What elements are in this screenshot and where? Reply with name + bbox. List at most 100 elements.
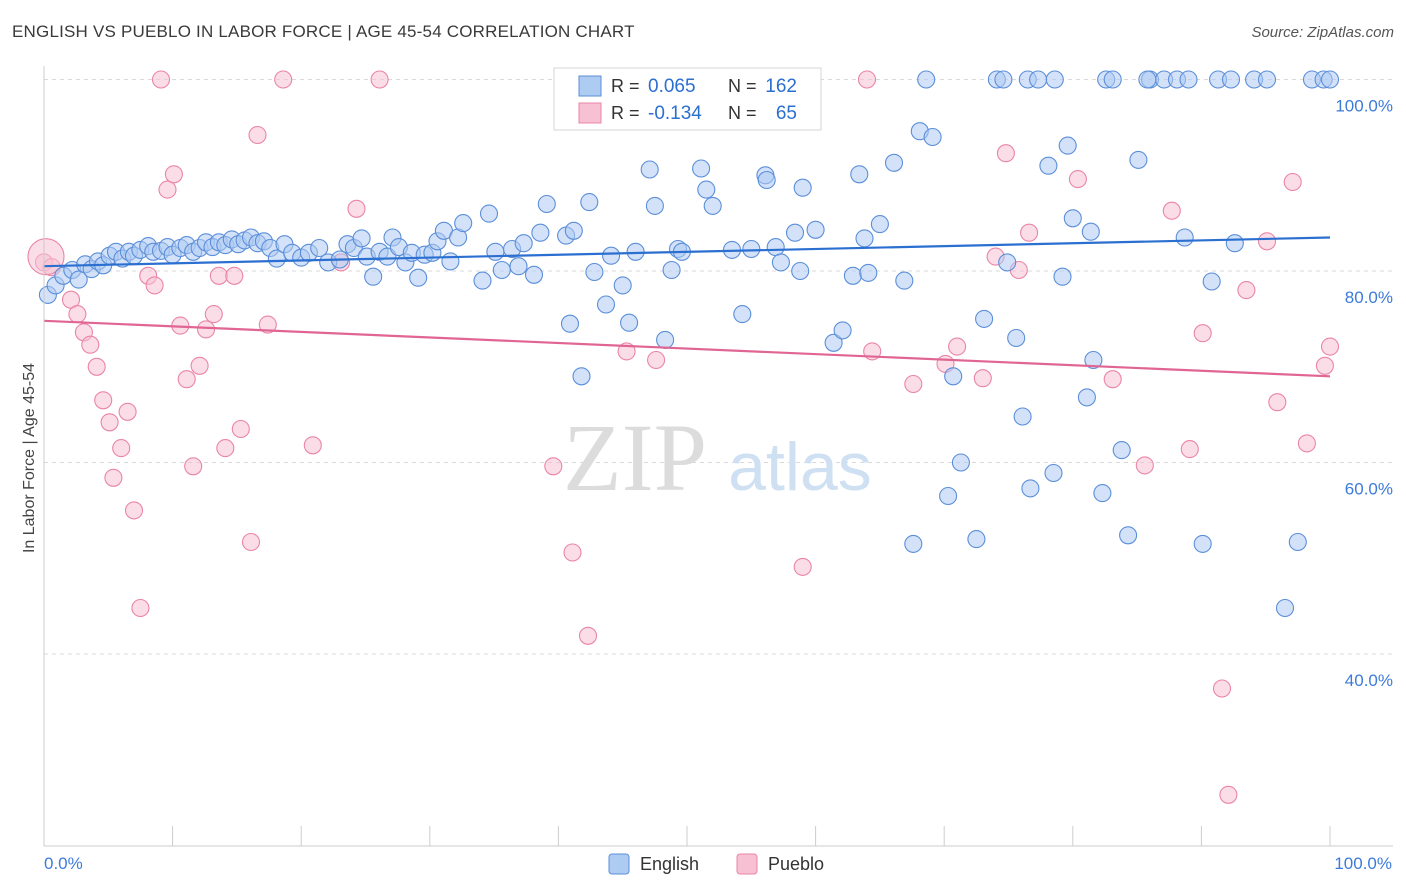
english-point [531,223,550,242]
pueblo-point [190,356,209,375]
english-point [1007,328,1026,348]
english-point [656,330,675,349]
english-point [742,239,761,259]
pueblo-point [578,626,598,645]
english-point [833,321,852,340]
english-point [697,180,716,199]
english-point [1053,267,1072,286]
english-point [1103,70,1122,89]
english-point [1077,388,1096,407]
pueblo-point [303,436,322,455]
english-point [492,260,511,280]
english-point [454,214,473,233]
watermark-zip: ZIP [563,404,707,511]
english-trend-line [43,236,1331,268]
x-tick-label-left: 0.0% [44,854,83,873]
watermark-atlas: atlas [728,429,872,505]
pueblo-point [857,70,877,89]
legend-english-label: English [640,854,699,874]
english-point [1257,70,1277,89]
english-point [785,223,805,242]
english-point [1138,70,1157,89]
pueblo-point [164,165,183,184]
english-point [951,453,970,472]
pueblo-point [274,70,293,89]
english-point [1193,534,1212,553]
english-point [572,367,591,386]
pueblo-point [124,501,144,520]
english-point [585,262,604,282]
english-point [1044,463,1063,483]
pueblo-point [1212,679,1232,698]
english-point [733,305,752,324]
pueblo-point [209,266,228,285]
english-point [409,268,428,287]
y-tick-label: 60.0% [1345,480,1393,499]
pueblo-point [145,276,164,295]
pueblo-point [1283,172,1302,192]
english-point [1129,150,1148,169]
english-point [1063,209,1082,228]
english-point [994,70,1013,89]
english-point [1175,228,1194,247]
english-point [1093,484,1112,503]
pueblo-point [1257,232,1277,251]
english-point [602,246,621,265]
english-point [640,160,659,179]
english-point [1288,532,1307,552]
english-point [537,194,556,214]
english-point [473,271,492,290]
y-axis-label: In Labor Force | Age 45-54 [21,363,38,553]
pueblo-point [1162,201,1181,220]
english-point [870,215,889,234]
pueblo-point [904,374,923,394]
watermark: ZIP atlas [563,404,872,511]
english-r-value: 0.065 [648,76,696,97]
pueblo-point [100,413,119,432]
english-point [580,193,599,212]
pueblo-point [118,402,137,421]
english-point [479,204,499,223]
pueblo-point [104,468,123,487]
english-point [692,159,711,178]
pueblo-trend-line [43,319,1331,378]
english-point [560,314,580,333]
pueblo-point [347,199,366,218]
pueblo-point [948,337,967,356]
english-point [917,70,936,89]
pueblo-point [1103,370,1122,389]
chart-source: Source: ZipAtlas.com [1251,24,1394,41]
english-point [441,252,460,271]
pueblo-point [94,391,113,410]
pueblo-point [158,180,177,199]
english-point [1119,526,1138,545]
english-point [967,530,986,549]
english-point [1039,156,1058,175]
pueblo-point [248,125,267,145]
english-point [514,234,533,253]
y-tick-label: 100.0% [1335,97,1393,116]
english-point [1029,70,1048,89]
english-n-value: 162 [765,76,797,97]
english-point [824,333,843,352]
pueblo-point [81,335,100,354]
pueblo-point [1315,356,1334,375]
english-point [1045,70,1064,89]
english-point [486,242,505,261]
pueblo-point [184,457,203,476]
series-legend: English Pueblo [608,853,824,875]
pueblo-point [563,543,582,562]
english-n-label: N = [728,76,757,96]
pueblo-point [112,439,131,458]
english-point [1081,222,1100,241]
english-point [1221,70,1241,89]
pueblo-point [1020,223,1039,242]
pueblo-point [1068,170,1087,189]
pueblo-point [258,315,277,334]
stats-legend: R = 0.065 N = 162 R = -0.134 N = 65 [553,67,822,131]
chart-title: ENGLISH VS PUEBLO IN LABOR FORCE | AGE 4… [12,22,635,41]
english-point [613,276,632,295]
pueblo-point [973,369,992,388]
english-point [1084,350,1103,370]
english-point [806,220,825,239]
